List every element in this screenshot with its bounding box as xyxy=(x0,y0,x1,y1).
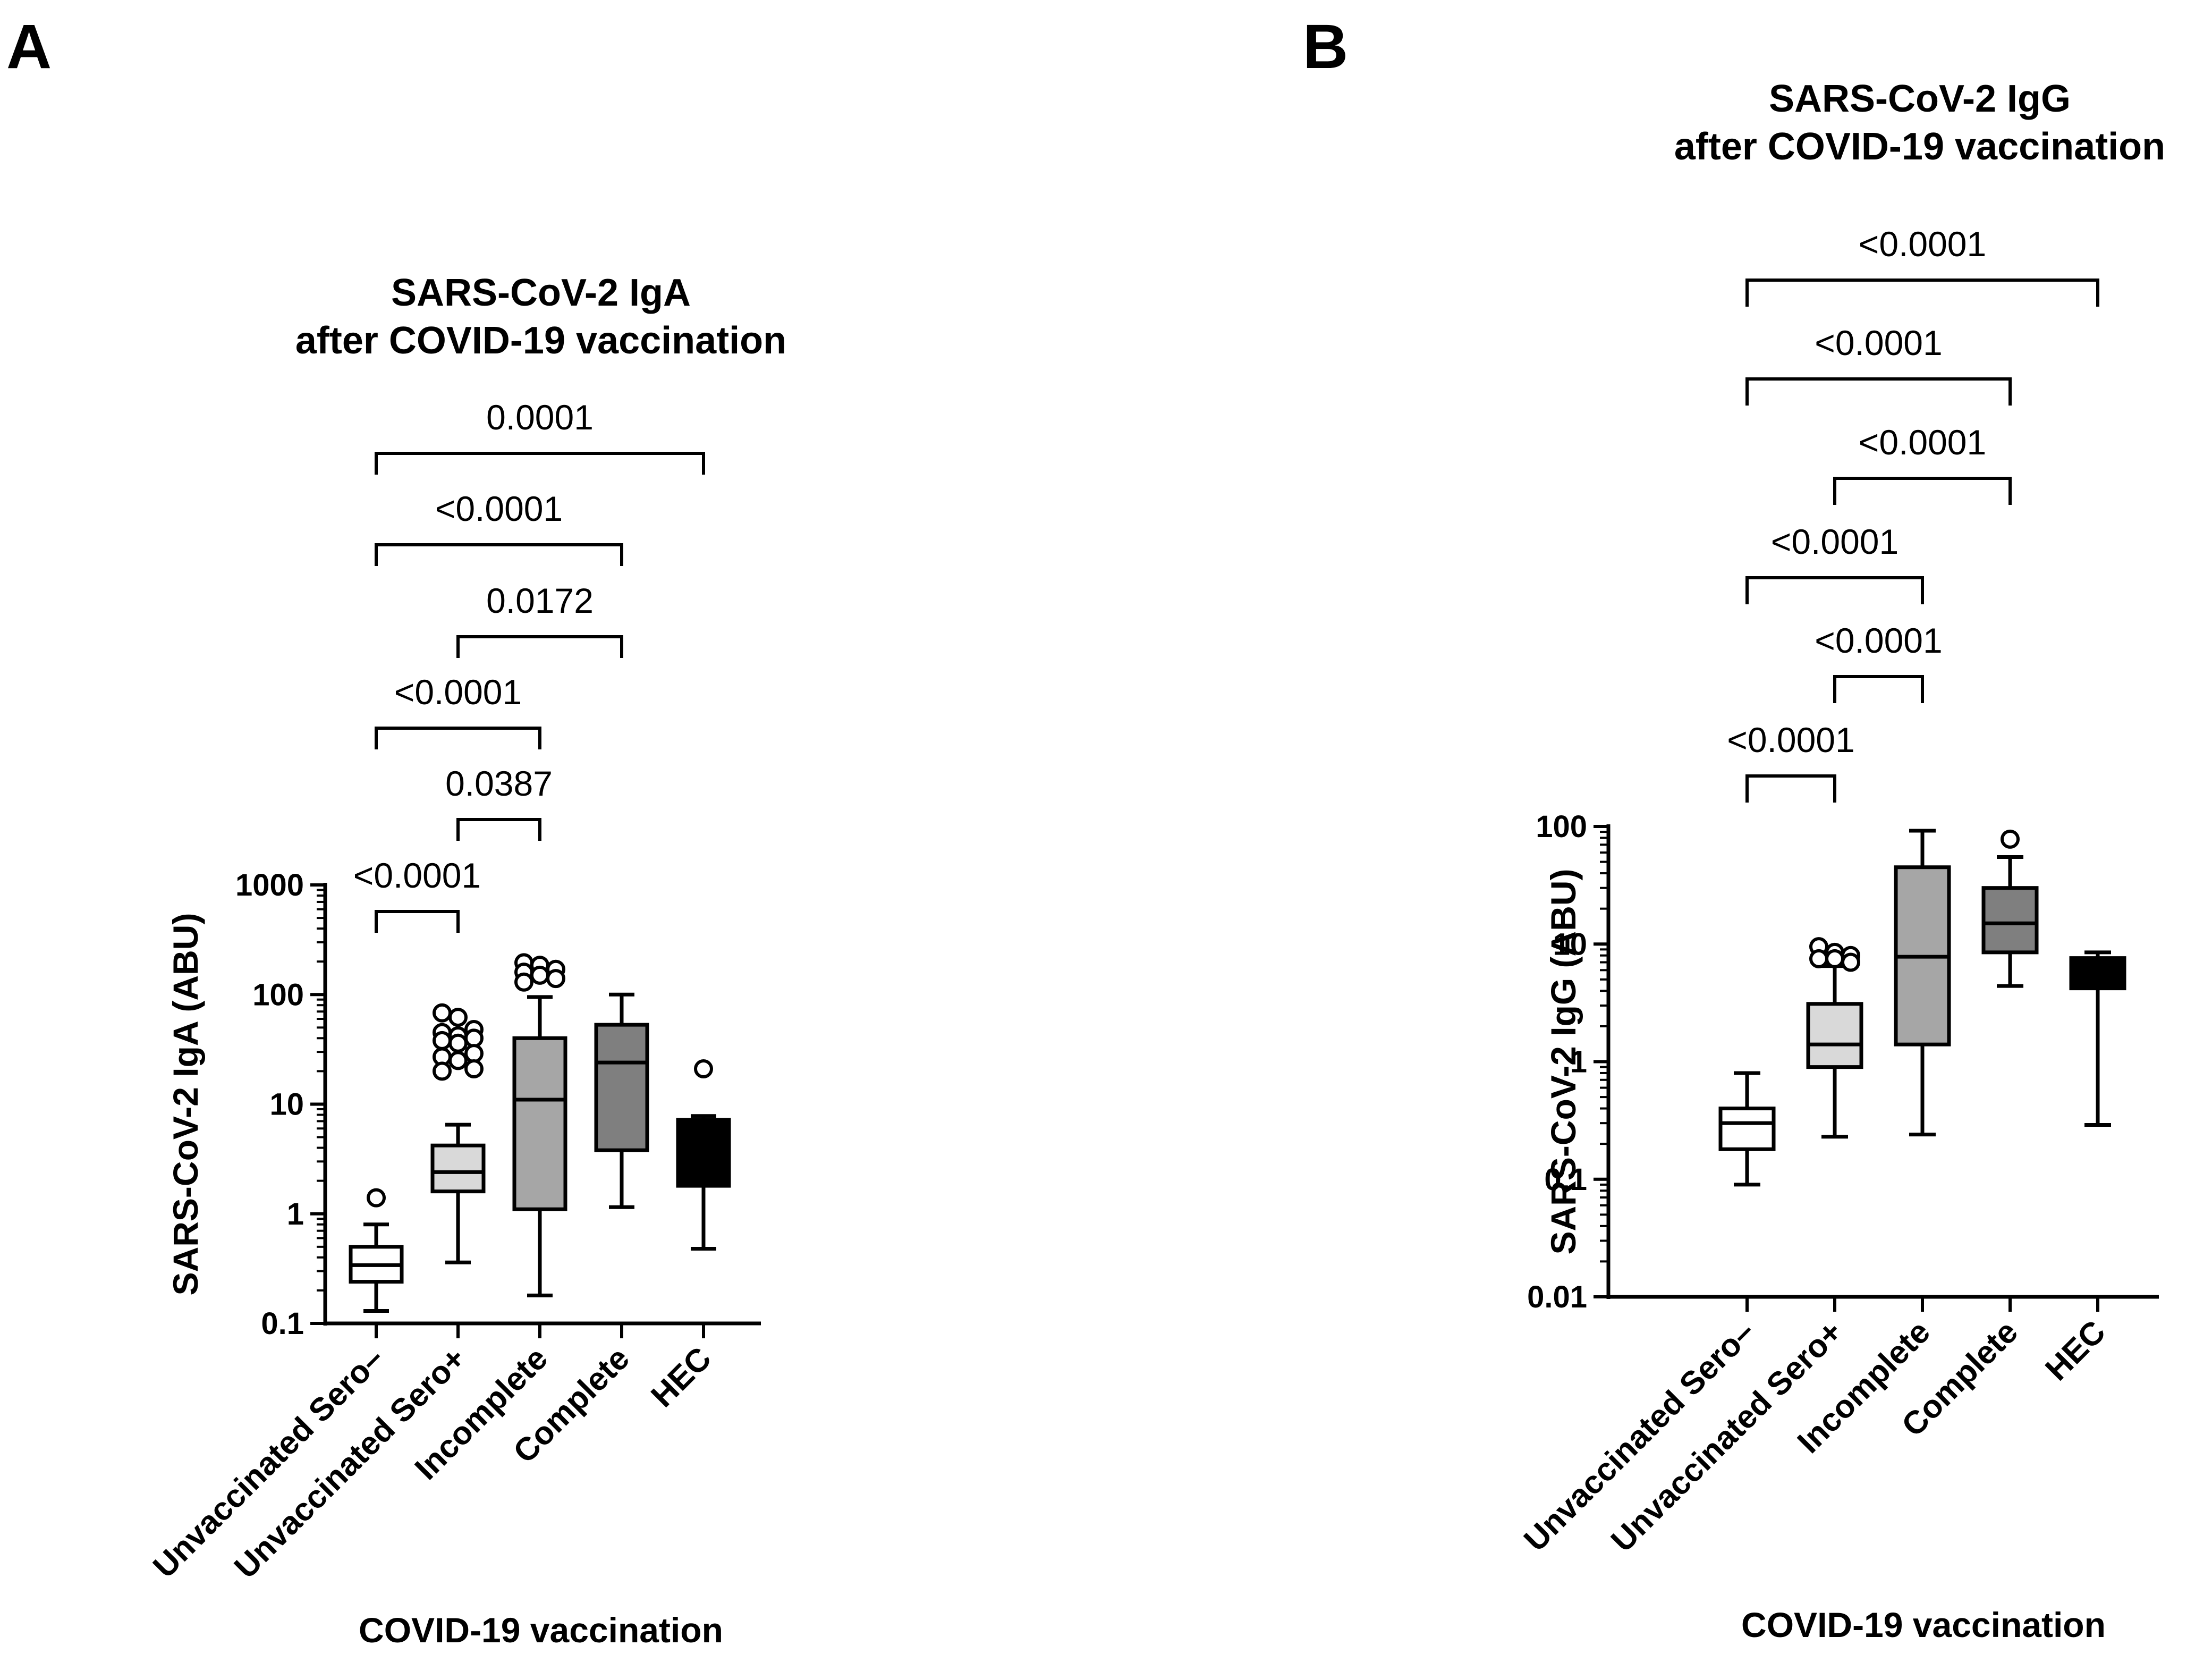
p-value-label: 0.0172 xyxy=(486,581,594,620)
significance-bracket xyxy=(1745,377,2012,406)
outlier-point xyxy=(464,1028,484,1048)
y-tick-label: 0.1 xyxy=(1544,1162,1587,1197)
y-tick-label: 1 xyxy=(1570,1045,1587,1079)
box-iqr xyxy=(2069,956,2126,991)
significance-bracket xyxy=(1745,279,2099,307)
panel-letter-b: B xyxy=(1303,12,1348,82)
outlier-point xyxy=(433,1003,452,1023)
p-value-label: <0.0001 xyxy=(394,672,522,712)
significance-bracket xyxy=(375,543,623,566)
box-iqr xyxy=(594,1023,649,1152)
outlier-point xyxy=(433,1031,452,1050)
y-tick-label: 10 xyxy=(269,1087,304,1122)
chart-title-line: after COVID-19 vaccination xyxy=(1674,125,2165,168)
y-axis-label: SARS-CoV-2 IgG (ABU) xyxy=(1544,869,1583,1255)
y-tick-label: 1000 xyxy=(235,868,304,902)
y-tick-label: 0.01 xyxy=(1527,1280,1587,1314)
outlier-point xyxy=(1809,949,1828,968)
y-tick-label: 0.1 xyxy=(261,1306,304,1341)
outlier-point xyxy=(464,1044,484,1064)
box-5 xyxy=(2069,950,2126,1127)
box-2 xyxy=(430,1003,486,1264)
significance-bracket xyxy=(375,910,460,933)
p-value-label: <0.0001 xyxy=(435,489,563,528)
p-value-label: <0.0001 xyxy=(1771,522,1899,561)
y-tick-label: 100 xyxy=(252,977,304,1012)
x-axis-label: COVID-19 vaccination xyxy=(1741,1605,2106,1644)
x-axis-label: COVID-19 vaccination xyxy=(359,1610,723,1650)
box-4 xyxy=(1981,829,2039,988)
outlier-point xyxy=(448,1033,468,1053)
outlier-point xyxy=(1825,949,1844,968)
p-value-label: <0.0001 xyxy=(1859,423,1986,462)
x-category-label: HEC xyxy=(644,1340,718,1414)
box-iqr xyxy=(676,1118,731,1188)
chart-panel-a: SARS-CoV-2 IgA after COVID-19 vaccination… xyxy=(146,272,786,1650)
box-iqr xyxy=(430,1143,486,1194)
p-value-label: <0.0001 xyxy=(1859,224,1986,264)
y-axis-label: SARS-CoV-2 IgA (ABU) xyxy=(166,913,205,1296)
significance-bracket xyxy=(375,452,705,475)
box-3 xyxy=(512,953,567,1297)
outlier-point xyxy=(546,969,565,989)
outlier-point xyxy=(514,972,533,992)
box-iqr xyxy=(1718,1107,1776,1151)
significance-bracket xyxy=(375,727,541,749)
significance-bracket xyxy=(1745,576,1924,604)
p-value-label: 0.0387 xyxy=(445,764,553,803)
box-iqr xyxy=(1981,886,2039,955)
box-5 xyxy=(676,1059,731,1251)
chart-title-line: SARS-CoV-2 IgG xyxy=(1769,78,2071,120)
outlier-point xyxy=(464,1059,484,1079)
significance-bracket xyxy=(1745,774,1836,803)
box-1 xyxy=(349,1188,404,1313)
box-iqr xyxy=(1806,1002,1863,1069)
p-value-label: <0.0001 xyxy=(1815,323,1942,362)
outlier-point xyxy=(433,1061,452,1081)
outlier-point xyxy=(1841,952,1860,972)
significance-bracket xyxy=(1833,675,1924,703)
outlier-point xyxy=(530,965,549,985)
significance-bracket xyxy=(456,818,541,841)
box-4 xyxy=(594,992,649,1209)
p-value-label: <0.0001 xyxy=(1727,720,1854,760)
y-tick-label: 1 xyxy=(287,1197,304,1231)
outlier-point xyxy=(448,1051,468,1070)
chart-panel-b: SARS-CoV-2 IgG after COVID-19 vaccination… xyxy=(1517,78,2165,1644)
outlier-point xyxy=(2001,829,2020,849)
outlier-point xyxy=(367,1188,386,1208)
box-2 xyxy=(1806,937,1863,1139)
outlier-point xyxy=(448,1008,468,1027)
chart-title-line: after COVID-19 vaccination xyxy=(295,319,786,362)
y-tick-label: 10 xyxy=(1553,927,1587,961)
chart-title-line: SARS-CoV-2 IgA xyxy=(391,272,691,314)
box-1 xyxy=(1718,1071,1776,1187)
significance-bracket xyxy=(1833,477,2012,505)
box-3 xyxy=(1894,829,1951,1137)
outlier-point xyxy=(694,1059,713,1079)
p-value-label: <0.0001 xyxy=(1815,621,1942,660)
p-value-label: <0.0001 xyxy=(353,856,481,895)
panel-letter-a: A xyxy=(6,12,52,82)
y-tick-label: 100 xyxy=(1536,809,1587,844)
significance-bracket xyxy=(456,635,623,658)
box-iqr xyxy=(512,1036,567,1211)
p-value-label: 0.0001 xyxy=(486,398,594,437)
x-category-label: HEC xyxy=(2038,1313,2112,1387)
